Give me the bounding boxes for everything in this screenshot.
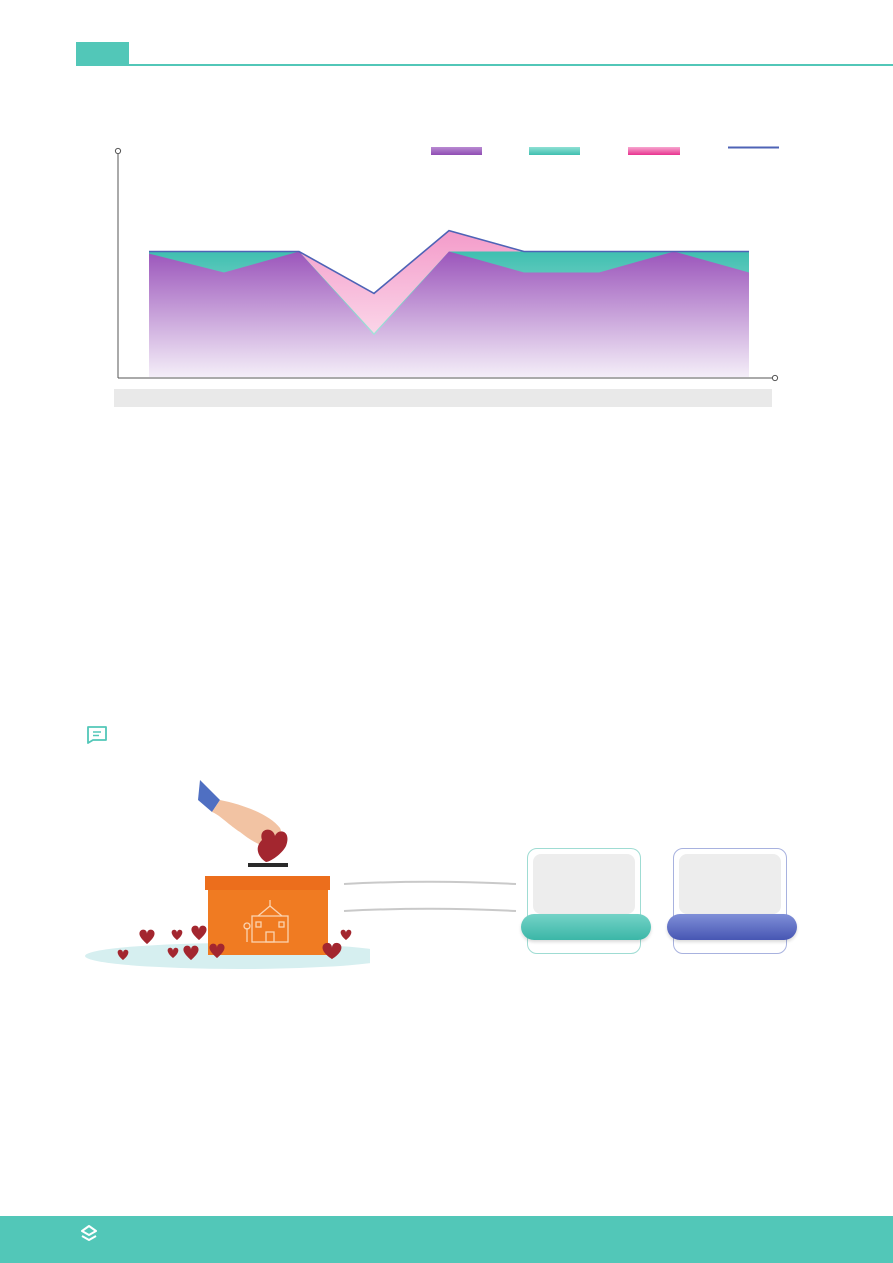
series-area-purple: [149, 251, 749, 377]
footer-bar: [0, 1216, 893, 1263]
x-axis-end: [771, 374, 779, 382]
series-line: [149, 229, 749, 295]
connector-lines: [343, 880, 517, 912]
school-building-icon: [243, 900, 289, 943]
legend-swatch-teal: [529, 147, 580, 155]
navy-card-pill: [667, 914, 797, 940]
legend-swatch-pink: [628, 147, 680, 155]
heart-in-hand-icon: [257, 829, 288, 862]
navy-card-panel: [679, 854, 781, 914]
ballot-box-hearts-illustration: [85, 780, 370, 969]
legend-swatch-purple: [431, 147, 482, 155]
sleeve: [198, 780, 220, 812]
teal-card-pill: [521, 914, 651, 940]
chart-caption-bar: [114, 389, 772, 407]
scattered-hearts-icon: [117, 925, 352, 960]
header-tab: [76, 42, 129, 66]
y-axis-end: [114, 147, 122, 155]
brand-logo-icon: [81, 1225, 97, 1241]
header-rule: [129, 64, 893, 66]
area-chart: [114, 146, 779, 382]
note-icon: [87, 726, 107, 744]
teal-card-panel: [533, 854, 635, 914]
